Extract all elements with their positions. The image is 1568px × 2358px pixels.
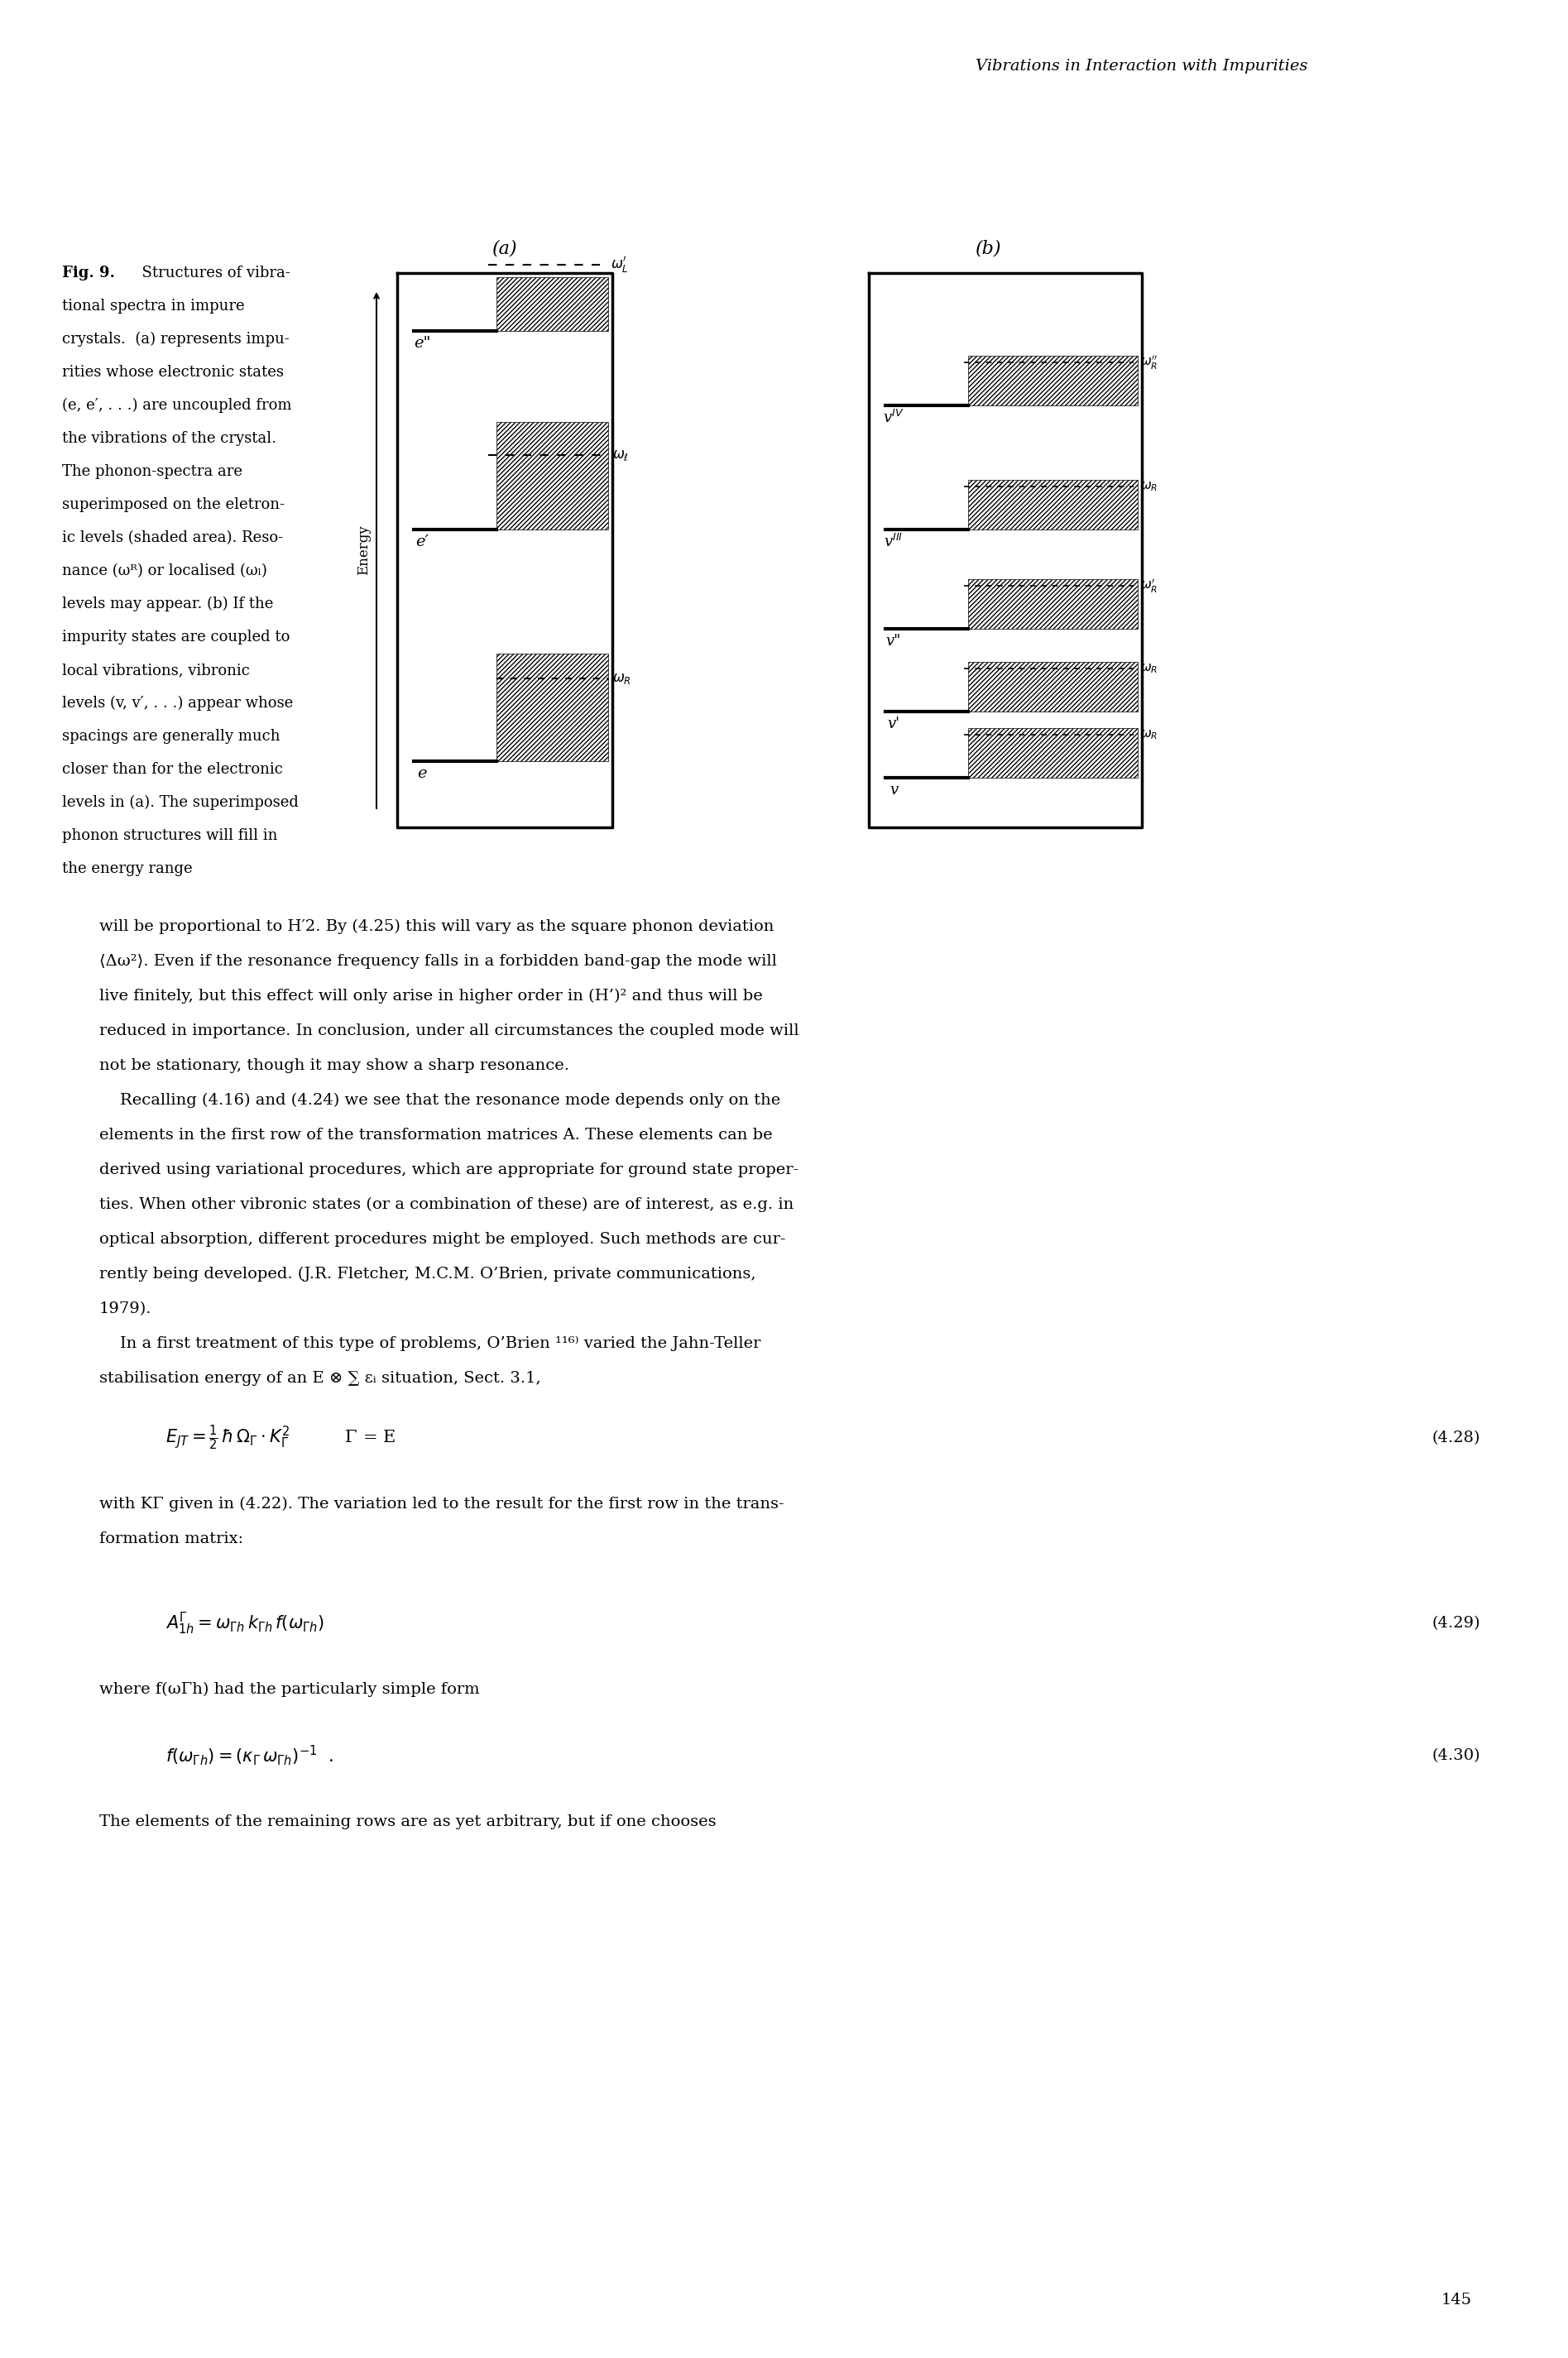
Text: $f(\omega_{\Gamma h}) = (\kappa_\Gamma\, \omega_{\Gamma h})^{-1}$  .: $f(\omega_{\Gamma h}) = (\kappa_\Gamma\,… [166, 1745, 334, 1768]
Bar [967, 580, 1138, 630]
Text: will be proportional to H′2. By (4.25) this will vary as the square phonon devia: will be proportional to H′2. By (4.25) t… [99, 920, 775, 934]
Text: rities whose electronic states: rities whose electronic states [63, 365, 284, 380]
Text: optical absorption, different procedures might be employed. Such methods are cur: optical absorption, different procedures… [99, 1231, 786, 1247]
Text: v$^{IV}$: v$^{IV}$ [883, 410, 905, 427]
Text: levels (v, v′, . . .) appear whose: levels (v, v′, . . .) appear whose [63, 696, 293, 710]
Text: closer than for the electronic: closer than for the electronic [63, 762, 282, 776]
Text: Structures of vibra-: Structures of vibra- [132, 266, 290, 281]
Text: $\omega_R$: $\omega_R$ [613, 672, 632, 686]
Text: the energy range: the energy range [63, 861, 193, 877]
Text: The elements of the remaining rows are as yet arbitrary, but if one chooses: The elements of the remaining rows are a… [99, 1813, 717, 1830]
Text: the vibrations of the crystal.: the vibrations of the crystal. [63, 432, 276, 446]
Bar [967, 663, 1138, 712]
Text: levels in (a). The superimposed: levels in (a). The superimposed [63, 795, 298, 811]
Text: spacings are generally much: spacings are generally much [63, 729, 281, 743]
Bar [497, 653, 608, 762]
Text: (b): (b) [975, 238, 1002, 257]
Text: e": e" [414, 335, 431, 351]
Text: crystals.  (a) represents impu-: crystals. (a) represents impu- [63, 332, 290, 347]
Text: $A_{1h}^\Gamma = \omega_{\Gamma h}\, k_{\Gamma h}\, f(\omega_{\Gamma h})$: $A_{1h}^\Gamma = \omega_{\Gamma h}\, k_{… [166, 1611, 325, 1636]
Text: v": v" [886, 634, 902, 648]
Text: nance (ωᴿ) or localised (ωₗ): nance (ωᴿ) or localised (ωₗ) [63, 564, 267, 578]
Text: where f(ωΓh) had the particularly simple form: where f(ωΓh) had the particularly simple… [99, 1681, 480, 1698]
Text: formation matrix:: formation matrix: [99, 1530, 243, 1547]
Bar [497, 278, 608, 330]
Text: derived using variational procedures, which are appropriate for ground state pro: derived using variational procedures, wh… [99, 1162, 798, 1177]
Text: phonon structures will fill in: phonon structures will fill in [63, 828, 278, 844]
Text: Fig. 9.: Fig. 9. [63, 266, 114, 281]
Text: Vibrations in Interaction with Impurities: Vibrations in Interaction with Impuritie… [975, 59, 1308, 73]
Text: Energy: Energy [358, 526, 372, 575]
Text: ties. When other vibronic states (or a combination of these) are of interest, as: ties. When other vibronic states (or a c… [99, 1198, 793, 1212]
Text: not be stationary, though it may show a sharp resonance.: not be stationary, though it may show a … [99, 1059, 569, 1073]
Text: live finitely, but this effect will only arise in higher order in (H’)² and thus: live finitely, but this effect will only… [99, 988, 762, 1005]
Text: In a first treatment of this type of problems, O’Brien ¹¹⁶⁾ varied the Jahn-Tell: In a first treatment of this type of pro… [99, 1337, 760, 1351]
Text: (e, e′, . . .) are uncoupled from: (e, e′, . . .) are uncoupled from [63, 399, 292, 413]
Text: stabilisation energy of an E ⊗ ∑ εᵢ situation, Sect. 3.1,: stabilisation energy of an E ⊗ ∑ εᵢ situ… [99, 1370, 541, 1387]
Text: (4.29): (4.29) [1432, 1615, 1480, 1632]
Bar [967, 729, 1138, 778]
Text: superimposed on the eletron-: superimposed on the eletron- [63, 498, 285, 512]
Text: $\omega_R^{\prime}$: $\omega_R^{\prime}$ [1140, 578, 1157, 594]
Text: with KΓ given in (4.22). The variation led to the result for the first row in th: with KΓ given in (4.22). The variation l… [99, 1497, 784, 1511]
Text: levels may appear. (b) If the: levels may appear. (b) If the [63, 597, 273, 611]
Text: ic levels (shaded area). Reso-: ic levels (shaded area). Reso- [63, 531, 284, 545]
Text: 1979).: 1979). [99, 1302, 152, 1316]
Text: local vibrations, vibronic: local vibrations, vibronic [63, 663, 249, 677]
Text: $\omega_R$: $\omega_R$ [1140, 481, 1157, 493]
Text: $\omega_R$: $\omega_R$ [1140, 663, 1157, 674]
Text: (a): (a) [492, 238, 517, 257]
Text: (4.28): (4.28) [1432, 1431, 1480, 1445]
Text: e: e [417, 766, 426, 780]
Text: v': v' [887, 717, 900, 731]
Text: rently being developed. (J.R. Fletcher, M.C.M. O’Brien, private communications,: rently being developed. (J.R. Fletcher, … [99, 1266, 756, 1283]
Text: 145: 145 [1441, 2292, 1472, 2308]
Text: The phonon-spectra are: The phonon-spectra are [63, 465, 243, 479]
Bar [967, 481, 1138, 531]
Bar [497, 422, 608, 531]
Text: $\omega_\ell$: $\omega_\ell$ [613, 448, 629, 462]
Text: Recalling (4.16) and (4.24) we see that the resonance mode depends only on the: Recalling (4.16) and (4.24) we see that … [99, 1092, 781, 1108]
Text: v: v [889, 783, 898, 797]
Text: tional spectra in impure: tional spectra in impure [63, 299, 245, 314]
Text: (4.30): (4.30) [1432, 1747, 1480, 1764]
Text: impurity states are coupled to: impurity states are coupled to [63, 630, 290, 644]
Text: ⟨Δω²⟩. Even if the resonance frequency falls in a forbidden band-gap the mode wi: ⟨Δω²⟩. Even if the resonance frequency f… [99, 955, 776, 969]
Text: $\omega_R^{\prime\prime}$: $\omega_R^{\prime\prime}$ [1140, 354, 1157, 370]
Bar [967, 356, 1138, 406]
Text: v$^{III}$: v$^{III}$ [884, 533, 903, 549]
Text: $\omega_L^{\prime}$: $\omega_L^{\prime}$ [610, 255, 629, 274]
Text: elements in the first row of the transformation matrices A. These elements can b: elements in the first row of the transfo… [99, 1127, 773, 1144]
Text: $\omega_R$: $\omega_R$ [1140, 729, 1157, 740]
Text: $E_{JT} = \frac{1}{2}\, \hbar\, \Omega_\Gamma \cdot K_\Gamma^2$          Γ = E: $E_{JT} = \frac{1}{2}\, \hbar\, \Omega_\… [166, 1424, 395, 1453]
Text: e′: e′ [416, 535, 428, 549]
Text: reduced in importance. In conclusion, under all circumstances the coupled mode w: reduced in importance. In conclusion, un… [99, 1023, 800, 1038]
